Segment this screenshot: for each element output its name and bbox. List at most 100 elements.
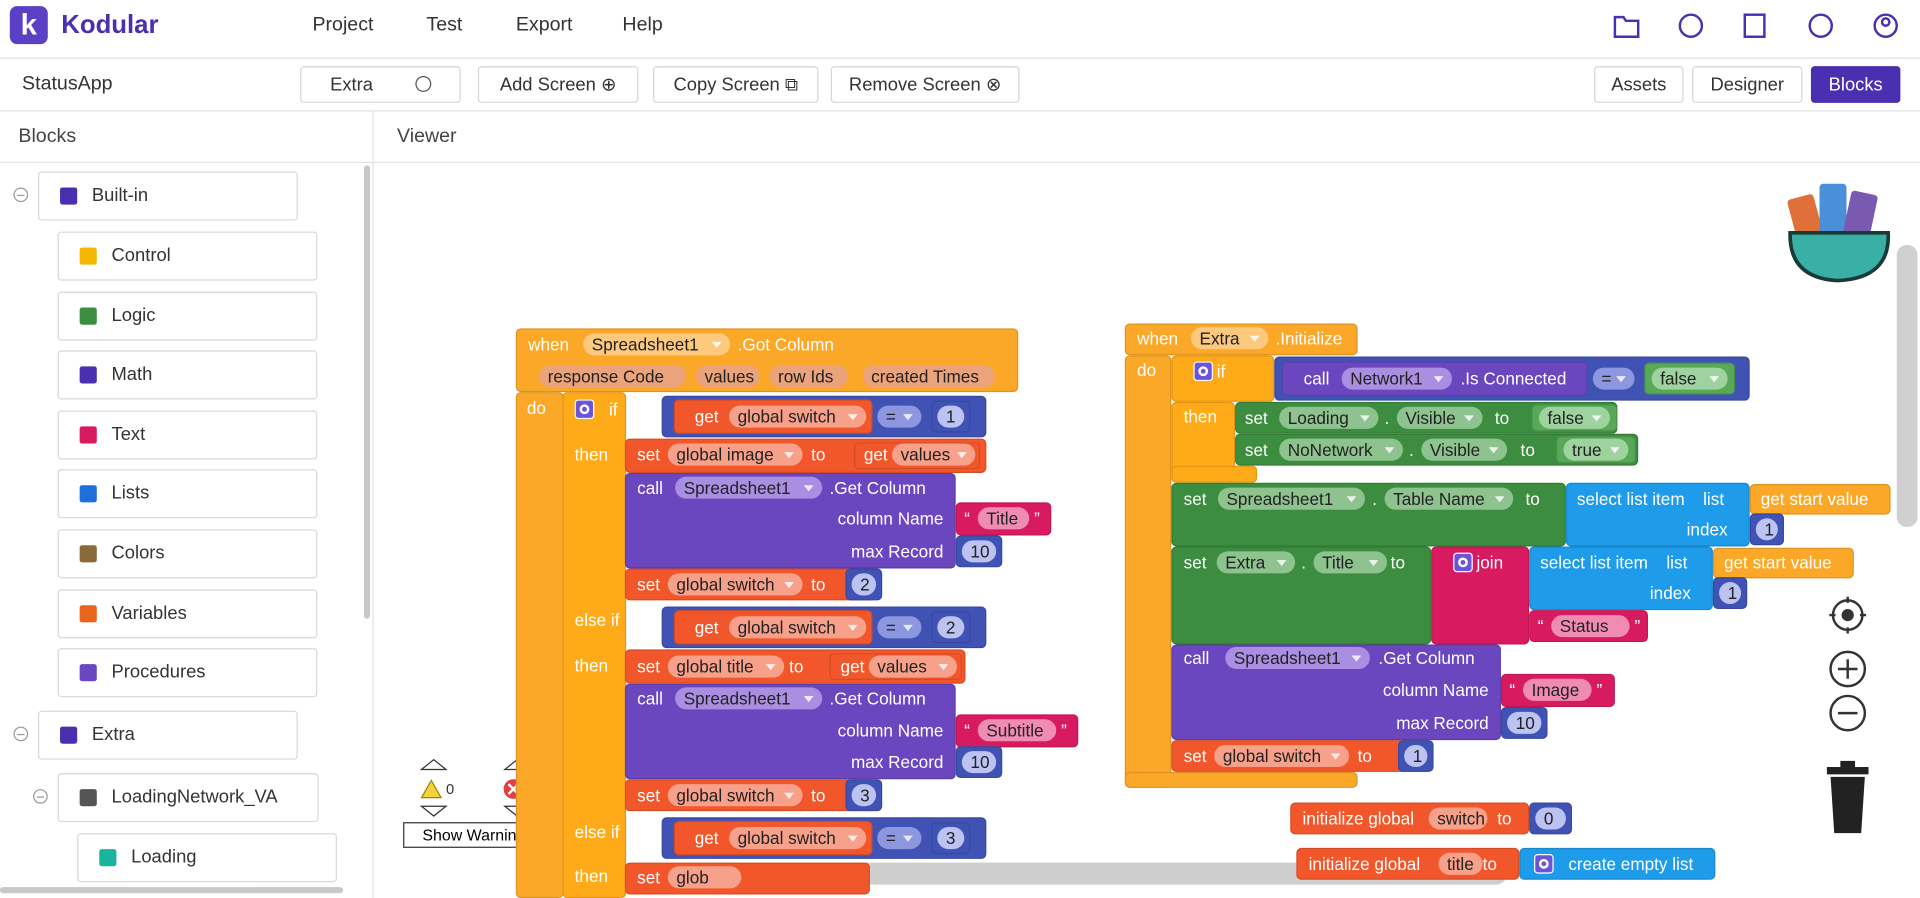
- block-field: 10: [961, 540, 997, 563]
- block-field[interactable]: =: [877, 616, 922, 639]
- block-field[interactable]: Network1: [1341, 367, 1452, 390]
- copy-screen[interactable]: Copy Screen ⧉: [653, 66, 819, 103]
- screen-name: Extra: [330, 74, 373, 96]
- block-field[interactable]: Visible: [1421, 438, 1508, 461]
- block-label: to: [789, 656, 804, 677]
- block-label: do: [1137, 360, 1157, 380]
- item-icon: [79, 664, 97, 682]
- block-label: column Name: [1382, 680, 1489, 700]
- block-label: when: [1137, 328, 1179, 348]
- scrollbar[interactable]: [363, 165, 371, 619]
- backpack[interactable]: [1783, 178, 1899, 288]
- collapse-toggle[interactable]: [13, 187, 29, 203]
- block-drawer[interactable]: Lists: [57, 469, 318, 519]
- menu-item[interactable]: Export: [515, 14, 573, 36]
- menu-item[interactable]: Project: [312, 14, 374, 36]
- header-icons[interactable]: [1605, 10, 1911, 42]
- block-label: when: [528, 334, 570, 355]
- block-field[interactable]: Extra: [1190, 327, 1269, 350]
- block-label: to: [1497, 808, 1512, 829]
- block-label: max Record: [850, 541, 944, 562]
- block-field[interactable]: Spreadsheet1: [1225, 646, 1370, 669]
- scrollbar[interactable]: [1896, 245, 1918, 527]
- block-field[interactable]: false: [1538, 406, 1611, 429]
- block-drawer[interactable]: Logic: [57, 291, 318, 341]
- block-field[interactable]: Title: [1313, 551, 1388, 574]
- add-screen[interactable]: Add Screen ⊕: [477, 66, 639, 103]
- block: [624, 862, 870, 895]
- mutator-icon[interactable]: [1534, 854, 1554, 874]
- app-name: StatusApp: [22, 73, 113, 95]
- block-field[interactable]: global switch: [1214, 744, 1350, 768]
- block: [562, 392, 627, 898]
- block-field[interactable]: =: [877, 405, 922, 428]
- block-field: Image: [1523, 678, 1592, 701]
- block-field[interactable]: Loading: [1279, 406, 1379, 429]
- scrollbar[interactable]: [0, 887, 344, 894]
- menu-item[interactable]: Help: [622, 14, 663, 36]
- component[interactable]: LoadingNetwork_VA: [57, 773, 319, 823]
- screen-select[interactable]: Extra: [300, 66, 461, 103]
- block-label: set: [1183, 488, 1207, 509]
- block-drawer[interactable]: Text: [57, 410, 318, 460]
- block-field[interactable]: true: [1563, 438, 1629, 461]
- block-field[interactable]: Spreadsheet1: [675, 476, 823, 499]
- workspace-controls[interactable]: [1823, 593, 1872, 838]
- block-drawer[interactable]: Variables: [57, 588, 318, 638]
- block-field[interactable]: Table Name: [1384, 487, 1514, 510]
- collapse-toggle[interactable]: [33, 789, 48, 804]
- designer-button[interactable]: Designer: [1692, 66, 1803, 103]
- block-field[interactable]: Visible: [1396, 406, 1483, 429]
- mutator-icon[interactable]: [1193, 361, 1214, 382]
- block-field[interactable]: global image: [667, 443, 803, 466]
- component[interactable]: Extra: [37, 710, 298, 760]
- item-label: Loading: [131, 846, 197, 868]
- component[interactable]: Loading: [77, 833, 337, 883]
- block-field[interactable]: global switch: [729, 827, 867, 850]
- block-field[interactable]: Spreadsheet1: [583, 333, 731, 356]
- block-field[interactable]: global switch: [729, 405, 867, 428]
- remove-screen[interactable]: Remove Screen ⊗: [830, 66, 1020, 103]
- block-field[interactable]: values: [891, 443, 976, 466]
- block-field[interactable]: =: [877, 827, 922, 850]
- block-field[interactable]: =: [1592, 367, 1635, 390]
- block: [1171, 355, 1275, 402]
- block-field[interactable]: Spreadsheet1: [675, 687, 823, 710]
- block-field: response Code: [539, 365, 687, 388]
- block-field[interactable]: values: [868, 655, 957, 678]
- block-drawer[interactable]: Procedures: [57, 648, 318, 698]
- block-drawer[interactable]: Colors: [57, 529, 318, 579]
- block-label: get: [694, 828, 719, 848]
- block-label: join: [1476, 552, 1504, 573]
- block-field[interactable]: global title: [667, 655, 785, 678]
- logo[interactable]: k: [9, 6, 48, 45]
- block-field[interactable]: Spreadsheet1: [1217, 487, 1365, 510]
- blocks-button[interactable]: Blocks: [1810, 66, 1901, 103]
- mutator-icon[interactable]: [574, 399, 595, 420]
- block-field: 2: [851, 573, 877, 596]
- item-icon: [79, 604, 97, 622]
- item-icon: [79, 485, 97, 503]
- block-field[interactable]: global switch: [667, 573, 803, 596]
- block-field[interactable]: global switch: [729, 616, 867, 639]
- block-field[interactable]: global switch: [667, 784, 803, 807]
- block-drawer[interactable]: Math: [57, 350, 318, 400]
- block-label: to: [1357, 746, 1372, 766]
- block-label: list: [1666, 552, 1688, 573]
- block-label: column Name: [837, 508, 944, 529]
- block-label: initialize global: [1308, 854, 1421, 874]
- block-drawer[interactable]: Control: [57, 231, 318, 281]
- block-field: Status: [1551, 615, 1630, 638]
- menu-item[interactable]: Test: [426, 14, 463, 36]
- block-label: if: [608, 399, 618, 420]
- mutator-icon[interactable]: [1453, 552, 1473, 573]
- category[interactable]: Built-in: [37, 171, 298, 221]
- item-icon: [99, 849, 117, 867]
- block-field[interactable]: Extra: [1216, 551, 1296, 574]
- collapse-toggle[interactable]: [13, 726, 29, 742]
- block-field[interactable]: NoNetwork: [1279, 438, 1403, 461]
- assets-button[interactable]: Assets: [1594, 66, 1684, 103]
- block-label: set: [637, 785, 661, 806]
- block-field[interactable]: false: [1651, 367, 1728, 390]
